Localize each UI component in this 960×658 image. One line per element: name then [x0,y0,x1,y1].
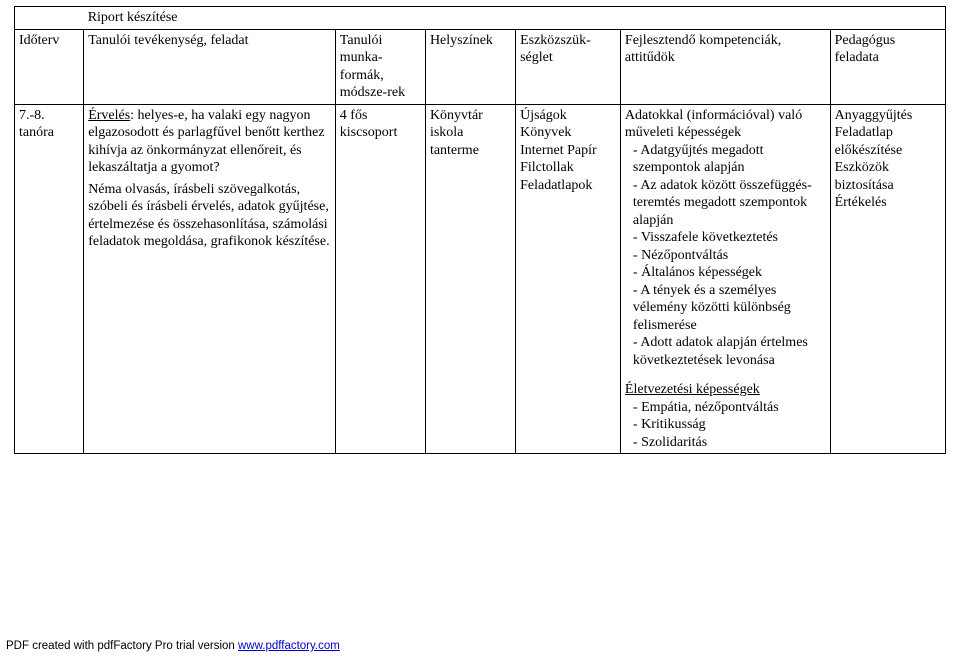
header-c1: Tanulói tevékenység, feladat [84,29,336,104]
cell-c1: Érvelés: helyes-e, ha valaki egy nagyon … [84,104,336,454]
cell-c1-underline: Érvelés [88,108,130,123]
riport-cell: Riport készítése [84,7,946,30]
riport-row: Riport készítése [15,7,946,30]
cell-c5-list2: Empátia, nézőpontváltás Kritikusság Szol… [625,399,826,452]
cell-c1-para2: Néma olvasás, írásbeli szövegalkotás, sz… [88,181,331,251]
header-c3: Helyszínek [425,29,515,104]
list-item: Empátia, nézőpontváltás [633,399,826,417]
list-item: Visszafele következtetés [633,229,826,247]
footer: PDF created with pdfFactory Pro trial ve… [6,640,340,652]
footer-text: PDF created with pdfFactory Pro trial ve… [6,640,238,652]
header-row: Időterv Tanulói tevékenység, feladat Tan… [15,29,946,104]
list-item: Adott adatok alapján értelmes következte… [633,334,826,369]
header-c0: Időterv [15,29,84,104]
list-item: Szolidaritás [633,434,826,452]
cell-c2: 4 fős kiscsoport [335,104,425,454]
cell-c5-title: Adatokkal (információval) való műveleti … [625,107,826,142]
footer-link[interactable]: www.pdffactory.com [238,640,340,652]
header-c2: Tanulói munka-formák, módsze-rek [335,29,425,104]
cell-c4: Újságok Könyvek Internet Papír Filctolla… [516,104,621,454]
list-item: Nézőpontváltás [633,247,826,265]
cell-c5-list: Adatgyűjtés megadott szempontok alapján … [625,142,826,370]
list-item: Az adatok között összefüggés-teremtés me… [633,177,826,230]
header-c6: Pedagógus feladata [830,29,945,104]
content-row: 7.-8. tanóra Érvelés: helyes-e, ha valak… [15,104,946,454]
list-item: Adatgyűjtés megadott szempontok alapján [633,142,826,177]
list-item: Kritikusság [633,416,826,434]
list-item: A tények és a személyes vélemény közötti… [633,282,826,335]
cell-c5-title2: Életvezetési képességek [625,381,826,399]
cell-c6: Anyaggyűjtés Feladatlap előkészítése Esz… [830,104,945,454]
header-c4: Eszközszük-séglet [516,29,621,104]
empty-cell [15,7,84,30]
cell-c3: Könyvtár iskola tanterme [425,104,515,454]
header-c5: Fejlesztendő kompetenciák, attitűdök [620,29,830,104]
lesson-table: Riport készítése Időterv Tanulói tevéken… [14,6,946,454]
list-item: Általános képességek [633,264,826,282]
cell-c5: Adatokkal (információval) való műveleti … [620,104,830,454]
cell-c0: 7.-8. tanóra [15,104,84,454]
